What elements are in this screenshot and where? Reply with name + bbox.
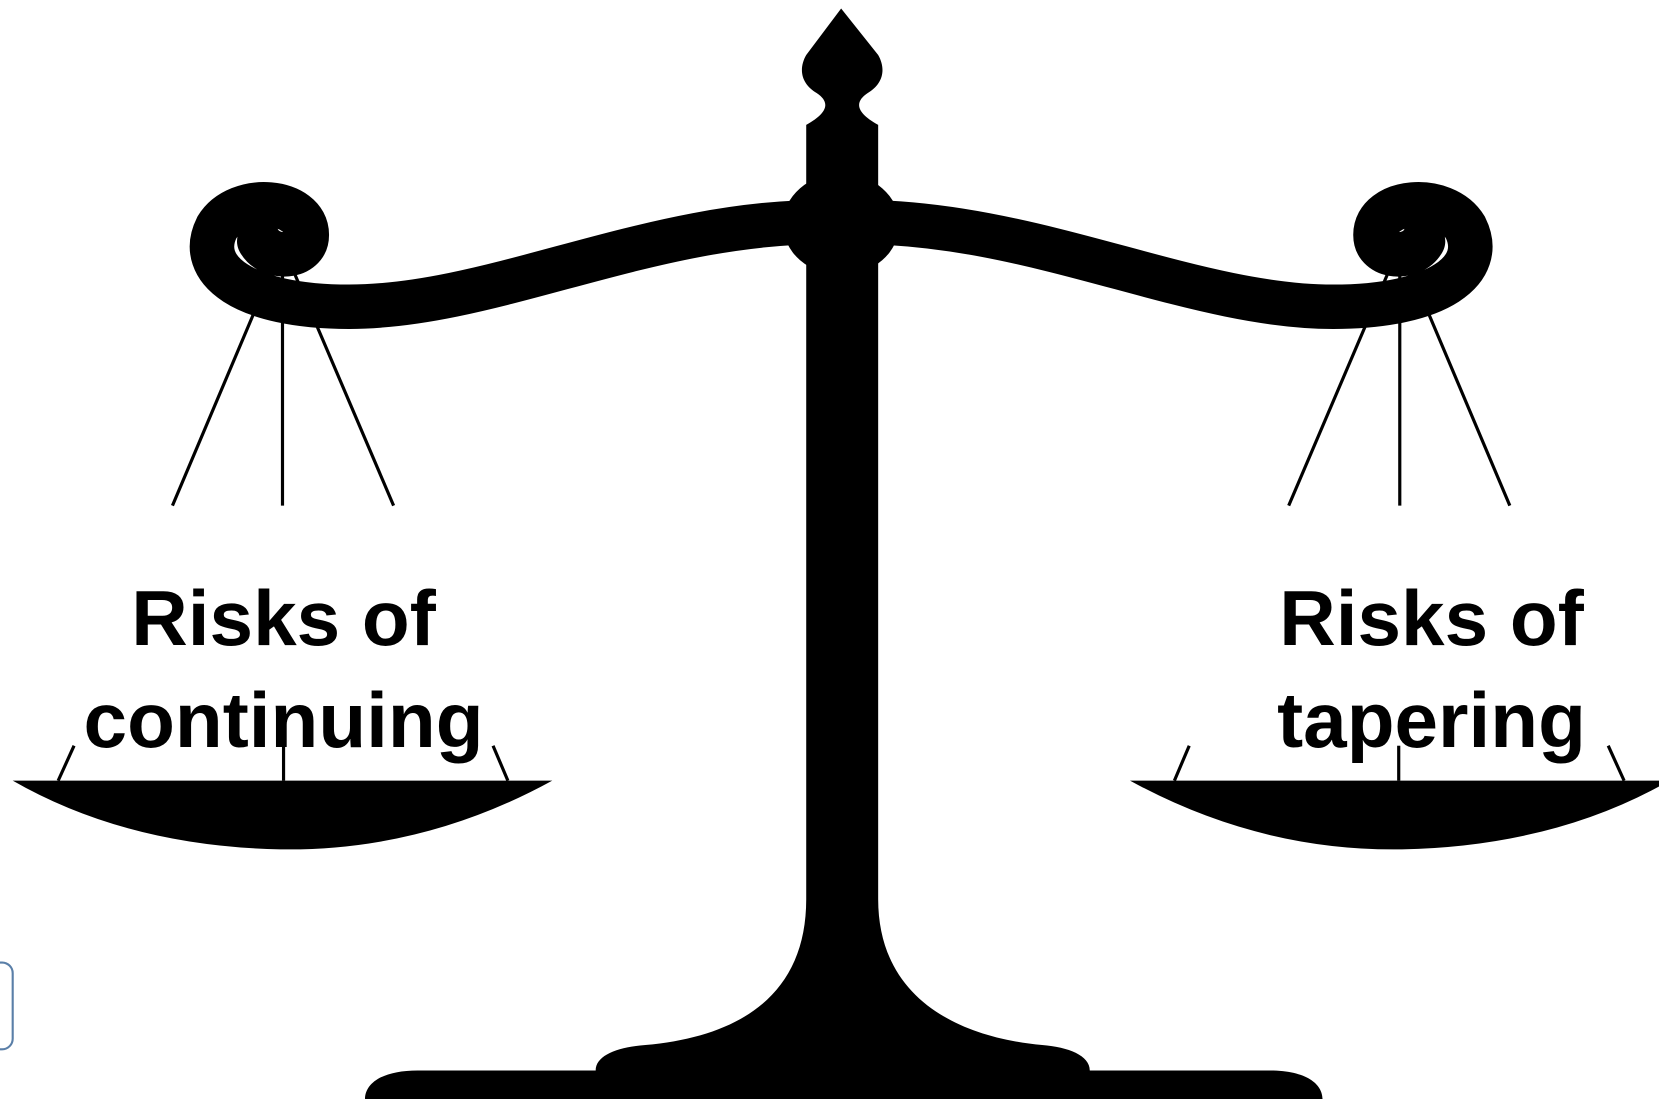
side-tab[interactable] (0, 963, 13, 1050)
balance-diagram: Risks of continuing Risks of tapering (0, 0, 1659, 1099)
left-label-line-2: continuing (84, 676, 484, 764)
scale-silhouette (13, 8, 1659, 1099)
left-pan (13, 781, 553, 850)
left-label-line-1: Risks of (131, 574, 436, 662)
right-pan (1130, 781, 1659, 850)
page: Risks of continuing Risks of tapering ((… (0, 0, 1659, 1099)
right-label-line-1: Risks of (1279, 574, 1584, 662)
pillar (365, 190, 1323, 1099)
finial (802, 8, 883, 190)
right-label-line-2: tapering (1277, 676, 1586, 764)
